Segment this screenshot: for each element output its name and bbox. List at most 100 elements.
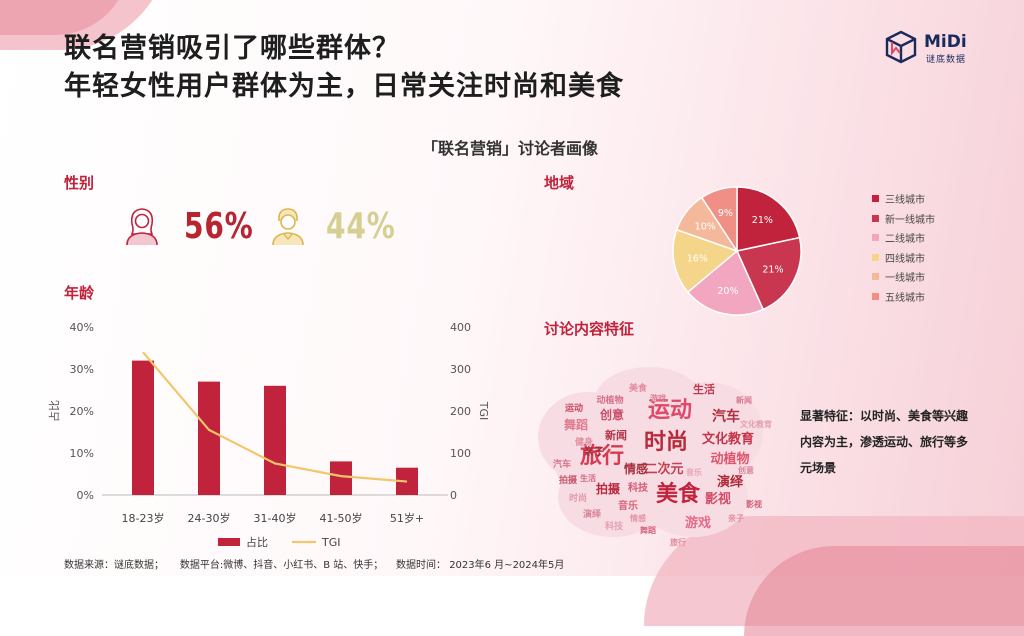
- y-tick-left: 20%: [70, 405, 94, 418]
- feature-text: 显著特征：以时尚、美食等兴趣内容为主，渗透运动、旅行等多元场景: [800, 403, 976, 481]
- word-cloud-word: 影视: [746, 499, 762, 509]
- pie-legend-item: 二线城市: [872, 230, 925, 244]
- word-cloud-word: 新闻: [605, 428, 627, 442]
- region-label: 地域: [544, 172, 574, 193]
- legend-label: 四线城市: [885, 254, 925, 265]
- word-cloud-word: 文化教育: [702, 431, 754, 447]
- pie-legend-item: 一线城市: [872, 269, 925, 283]
- legend-swatch: [872, 254, 879, 261]
- gender-label: 性别: [64, 172, 94, 193]
- x-tick-label: 51岁+: [390, 511, 424, 525]
- legend-swatch: [872, 234, 879, 241]
- word-cloud-word: 运动: [565, 403, 583, 414]
- y-tick-right: 400: [450, 321, 471, 334]
- legend-line-label: TGI: [321, 536, 341, 549]
- region-pie-chart: 21%21%20%16%10%9%: [662, 176, 812, 326]
- legend-label: 五线城市: [885, 293, 925, 304]
- male-percent: 44%: [326, 206, 396, 247]
- word-cloud-word: 生活: [693, 382, 715, 396]
- bar-31-40岁: [264, 386, 286, 495]
- pie-value-label: 21%: [752, 215, 773, 226]
- y-axis-title-left: 占比: [47, 400, 61, 422]
- footer-source: 数据来源：谜底数据； 数据平台:微博、抖音、小红书、B 站、快手； 数据时间： …: [64, 556, 564, 571]
- word-cloud-word: 汽车: [712, 408, 740, 425]
- legend-swatch: [872, 195, 879, 202]
- word-cloud-word: 汽车: [553, 458, 571, 470]
- word-cloud-word: 音乐: [618, 499, 638, 512]
- pie-legend-item: 三线城市: [872, 191, 925, 205]
- word-cloud-word: 游戏: [650, 393, 666, 403]
- word-cloud-word: 拍摄: [596, 481, 621, 496]
- age-label: 年龄: [64, 282, 94, 303]
- legend-swatch: [872, 293, 879, 300]
- legend-bar-label: 占比: [246, 535, 268, 549]
- female-user-icon: [122, 204, 162, 246]
- y-axis-title-right: TGI: [477, 401, 490, 421]
- chart-title: 「联名营销」讨论者画像: [360, 135, 660, 159]
- y-tick-right: 300: [450, 363, 471, 376]
- cube-icon: [884, 30, 918, 64]
- logo-name: MiDi: [924, 32, 967, 52]
- y-tick-left: 10%: [70, 447, 94, 460]
- y-tick-right: 100: [450, 447, 471, 460]
- legend-swatch: [872, 273, 879, 280]
- word-cloud-word: 创意: [599, 407, 624, 422]
- word-cloud-word: 健身: [575, 436, 593, 448]
- title-line-2: 年轻女性用户群体为主，日常关注时尚和美食: [64, 68, 624, 106]
- content-word-cloud: 时尚美食旅行运动汽车文化教育动植物演绎影视游戏二次元情感拍摄科技创意舞蹈新闻生活…: [518, 357, 780, 547]
- y-tick-left: 40%: [70, 321, 94, 334]
- word-cloud-word: 舞蹈: [563, 417, 588, 432]
- x-tick-label: 31-40岁: [254, 511, 297, 525]
- pie-value-label: 16%: [687, 254, 708, 265]
- title-line-1: 联名营销吸引了哪些群体？: [64, 30, 624, 68]
- word-cloud-word: 情感: [624, 461, 648, 476]
- word-cloud-word: 创意: [737, 465, 754, 475]
- pie-value-label: 10%: [695, 222, 716, 233]
- legend-swatch: [872, 215, 879, 222]
- logo-subtitle: 谜底数据: [926, 52, 966, 65]
- female-percent: 56%: [184, 206, 254, 247]
- word-cloud-word: 亲子: [728, 513, 744, 523]
- male-user-icon: [268, 204, 308, 246]
- word-cloud-word: 音乐: [686, 467, 702, 477]
- legend-label: 二线城市: [885, 234, 925, 245]
- pie-value-label: 9%: [718, 208, 733, 219]
- word-cloud-word: 科技: [605, 520, 624, 532]
- x-tick-label: 18-23岁: [122, 511, 165, 525]
- word-cloud-word: 情感: [629, 513, 646, 523]
- word-cloud-word: 舞蹈: [639, 525, 656, 535]
- word-cloud-word: 新闻: [736, 395, 752, 405]
- word-cloud-word: 美食: [629, 382, 648, 394]
- y-tick-right: 0: [450, 489, 457, 502]
- legend-label: 一线城市: [885, 273, 925, 284]
- word-cloud-word: 时尚: [569, 492, 587, 504]
- y-tick-left: 30%: [70, 363, 94, 376]
- pie-legend-item: 五线城市: [872, 289, 925, 303]
- bar-24-30岁: [198, 382, 220, 495]
- word-cloud-word: 游戏: [685, 515, 711, 531]
- x-tick-label: 24-30岁: [188, 511, 231, 525]
- age-bar-line-chart: 0% 10% 20% 30% 40% 0 100 200 300 400 占比 TGI 18-23岁 24…: [40, 310, 500, 560]
- word-cloud-word: 文化教育: [740, 419, 772, 429]
- word-cloud-word: 二次元: [644, 461, 683, 477]
- pie-legend-item: 新一线城市: [872, 211, 935, 225]
- word-cloud-word: 拍摄: [559, 474, 578, 486]
- bar-41-50岁: [330, 461, 352, 495]
- x-tick-label: 41-50岁: [320, 511, 363, 525]
- word-cloud-word: 美食: [656, 481, 701, 507]
- word-cloud-word: 生活: [580, 473, 596, 483]
- bar-18-23岁: [132, 361, 154, 495]
- brand-logo: MiDi 谜底数据: [884, 30, 994, 66]
- word-cloud-word: 动植物: [710, 451, 749, 467]
- legend-bar-swatch: [218, 538, 240, 546]
- pie-value-label: 20%: [717, 286, 738, 297]
- word-cloud-word: 旅行: [670, 537, 686, 547]
- decor-blob-bottom-right-dark: [744, 546, 1024, 636]
- content-label: 讨论内容特征: [544, 318, 634, 339]
- y-tick-left: 0%: [77, 489, 94, 502]
- legend-label: 三线城市: [885, 195, 925, 206]
- y-tick-right: 200: [450, 405, 471, 418]
- page-title: 联名营销吸引了哪些群体？ 年轻女性用户群体为主，日常关注时尚和美食: [64, 30, 624, 106]
- word-cloud-word: 科技: [628, 481, 649, 494]
- pie-legend-item: 四线城市: [872, 250, 925, 264]
